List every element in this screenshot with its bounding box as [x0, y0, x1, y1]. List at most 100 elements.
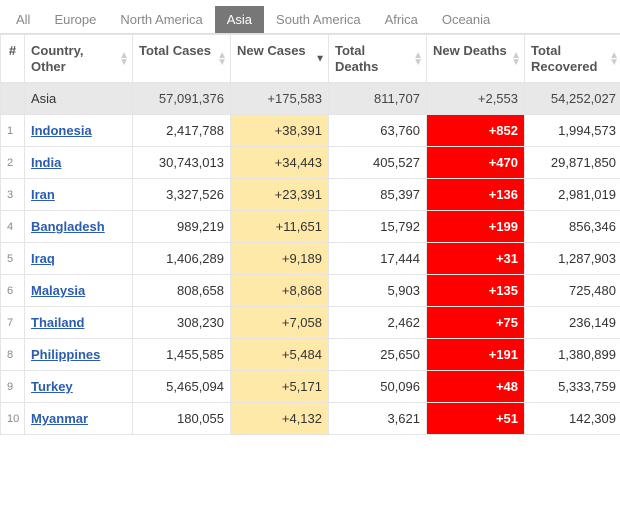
- table-row: 4Bangladesh989,219+11,65115,792+199856,3…: [1, 211, 620, 243]
- total-deaths-cell: 3,621: [329, 403, 427, 435]
- summary-cell: [1, 83, 25, 115]
- total-recovered-cell: 1,994,573: [525, 115, 620, 147]
- total-deaths-cell: 63,760: [329, 115, 427, 147]
- col-header-label: Total Cases: [139, 43, 211, 59]
- col-header--[interactable]: #: [1, 35, 25, 83]
- col-header-total-recovered[interactable]: Total Recovered▲▼: [525, 35, 620, 83]
- total-recovered-cell: 1,380,899: [525, 339, 620, 371]
- country-cell: Malaysia: [25, 275, 133, 307]
- col-header-label: New Cases: [237, 43, 306, 59]
- table-row: 7Thailand308,230+7,0582,462+75236,149: [1, 307, 620, 339]
- total-deaths-cell: 405,527: [329, 147, 427, 179]
- row-index: 8: [1, 339, 25, 371]
- country-link[interactable]: India: [31, 155, 61, 170]
- new-cases-cell: +7,058: [231, 307, 329, 339]
- sort-icon[interactable]: ▲▼: [119, 52, 129, 66]
- total-cases-cell: 1,406,289: [133, 243, 231, 275]
- total-recovered-cell: 856,346: [525, 211, 620, 243]
- row-index: 3: [1, 179, 25, 211]
- table-header-row: #Country, Other▲▼Total Cases▲▼New Cases▼…: [1, 35, 620, 83]
- col-header-total-cases[interactable]: Total Cases ▲▼: [133, 35, 231, 83]
- col-header-new-cases[interactable]: New Cases ▼: [231, 35, 329, 83]
- tab-africa[interactable]: Africa: [373, 6, 430, 33]
- sort-icon[interactable]: ▲▼: [511, 52, 521, 66]
- total-deaths-cell: 2,462: [329, 307, 427, 339]
- country-link[interactable]: Myanmar: [31, 411, 88, 426]
- country-cell: Philippines: [25, 339, 133, 371]
- summary-cell: +175,583: [231, 83, 329, 115]
- sort-icon[interactable]: ▲▼: [609, 52, 619, 66]
- summary-cell: +2,553: [427, 83, 525, 115]
- tab-asia[interactable]: Asia: [215, 6, 264, 33]
- col-header-label: Country, Other: [31, 43, 116, 74]
- new-deaths-cell: +31: [427, 243, 525, 275]
- total-cases-cell: 180,055: [133, 403, 231, 435]
- tab-south-america[interactable]: South America: [264, 6, 373, 33]
- sort-icon[interactable]: ▼: [315, 55, 325, 62]
- new-deaths-cell: +48: [427, 371, 525, 403]
- total-recovered-cell: 142,309: [525, 403, 620, 435]
- total-cases-cell: 2,417,788: [133, 115, 231, 147]
- new-cases-cell: +11,651: [231, 211, 329, 243]
- tab-europe[interactable]: Europe: [42, 6, 108, 33]
- country-link[interactable]: Turkey: [31, 379, 73, 394]
- table-row: 8Philippines1,455,585+5,48425,650+1911,3…: [1, 339, 620, 371]
- data-table: #Country, Other▲▼Total Cases▲▼New Cases▼…: [0, 34, 620, 435]
- sort-icon[interactable]: ▲▼: [217, 52, 227, 66]
- country-link[interactable]: Bangladesh: [31, 219, 105, 234]
- country-cell: Myanmar: [25, 403, 133, 435]
- tab-all[interactable]: All: [4, 6, 42, 33]
- country-link[interactable]: Philippines: [31, 347, 100, 362]
- col-header-new-deaths[interactable]: New Deaths ▲▼: [427, 35, 525, 83]
- col-header-label: New Deaths: [433, 43, 507, 59]
- country-cell: Indonesia: [25, 115, 133, 147]
- country-cell: Bangladesh: [25, 211, 133, 243]
- total-cases-cell: 308,230: [133, 307, 231, 339]
- country-cell: Iran: [25, 179, 133, 211]
- new-deaths-cell: +51: [427, 403, 525, 435]
- new-deaths-cell: +470: [427, 147, 525, 179]
- total-cases-cell: 3,327,526: [133, 179, 231, 211]
- table-row: 5Iraq1,406,289+9,18917,444+311,287,903: [1, 243, 620, 275]
- total-deaths-cell: 15,792: [329, 211, 427, 243]
- new-deaths-cell: +852: [427, 115, 525, 147]
- country-link[interactable]: Indonesia: [31, 123, 92, 138]
- summary-cell: 57,091,376: [133, 83, 231, 115]
- country-cell: India: [25, 147, 133, 179]
- summary-row: Asia57,091,376+175,583811,707+2,55354,25…: [1, 83, 620, 115]
- new-cases-cell: +8,868: [231, 275, 329, 307]
- row-index: 1: [1, 115, 25, 147]
- tab-oceania[interactable]: Oceania: [430, 6, 502, 33]
- total-cases-cell: 5,465,094: [133, 371, 231, 403]
- col-header-label: #: [9, 43, 16, 59]
- table-row: 1Indonesia2,417,788+38,39163,760+8521,99…: [1, 115, 620, 147]
- country-link[interactable]: Iraq: [31, 251, 55, 266]
- total-deaths-cell: 25,650: [329, 339, 427, 371]
- new-deaths-cell: +136: [427, 179, 525, 211]
- table-row: 9Turkey5,465,094+5,17150,096+485,333,759: [1, 371, 620, 403]
- row-index: 2: [1, 147, 25, 179]
- sort-icon[interactable]: ▲▼: [413, 52, 423, 66]
- country-link[interactable]: Iran: [31, 187, 55, 202]
- col-header-country-other[interactable]: Country, Other▲▼: [25, 35, 133, 83]
- total-recovered-cell: 236,149: [525, 307, 620, 339]
- country-link[interactable]: Thailand: [31, 315, 84, 330]
- total-cases-cell: 808,658: [133, 275, 231, 307]
- table-row: 2India30,743,013+34,443405,527+47029,871…: [1, 147, 620, 179]
- total-recovered-cell: 2,981,019: [525, 179, 620, 211]
- total-recovered-cell: 29,871,850: [525, 147, 620, 179]
- total-deaths-cell: 85,397: [329, 179, 427, 211]
- summary-cell: Asia: [25, 83, 133, 115]
- total-cases-cell: 30,743,013: [133, 147, 231, 179]
- new-cases-cell: +5,484: [231, 339, 329, 371]
- new-deaths-cell: +75: [427, 307, 525, 339]
- total-cases-cell: 1,455,585: [133, 339, 231, 371]
- table-row: 3Iran3,327,526+23,39185,397+1362,981,019: [1, 179, 620, 211]
- total-deaths-cell: 50,096: [329, 371, 427, 403]
- country-link[interactable]: Malaysia: [31, 283, 85, 298]
- new-deaths-cell: +199: [427, 211, 525, 243]
- total-deaths-cell: 17,444: [329, 243, 427, 275]
- col-header-total-deaths[interactable]: Total Deaths▲▼: [329, 35, 427, 83]
- tab-north-america[interactable]: North America: [108, 6, 214, 33]
- summary-cell: 54,252,027: [525, 83, 620, 115]
